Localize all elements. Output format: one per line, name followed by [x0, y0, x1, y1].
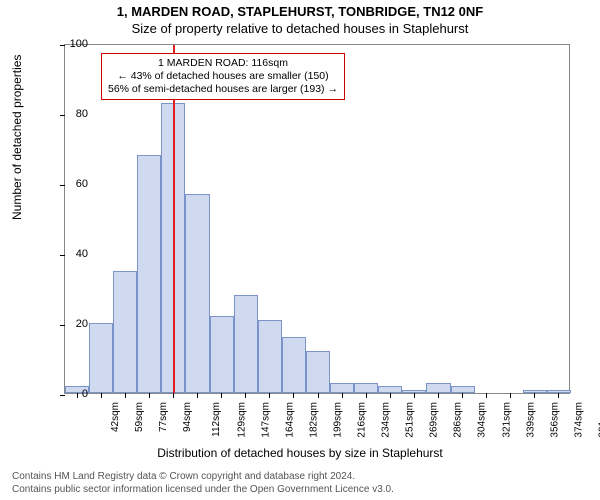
x-tick-mark — [149, 393, 150, 398]
x-tick-label: 42sqm — [110, 402, 121, 432]
x-tick-mark — [414, 393, 415, 398]
x-tick-mark — [342, 393, 343, 398]
x-tick-label: 94sqm — [182, 402, 193, 432]
x-axis-label: Distribution of detached houses by size … — [0, 446, 600, 460]
x-tick-label: 269sqm — [429, 402, 440, 438]
x-tick-mark — [486, 393, 487, 398]
histogram-bar — [451, 386, 475, 393]
x-tick-label: 356sqm — [549, 402, 560, 438]
x-tick-mark — [390, 393, 391, 398]
x-tick-label: 164sqm — [284, 402, 295, 438]
x-tick-mark — [462, 393, 463, 398]
x-tick-label: 321sqm — [501, 402, 512, 438]
x-tick-mark — [510, 393, 511, 398]
plot-wrap: 1 MARDEN ROAD: 116sqm← 43% of detached h… — [64, 44, 570, 394]
histogram-bar — [354, 383, 378, 394]
x-tick-label: 234sqm — [381, 402, 392, 438]
y-tick-label: 80 — [58, 108, 88, 120]
x-tick-label: 59sqm — [134, 402, 145, 432]
histogram-bar — [282, 337, 306, 393]
annotation-line: 1 MARDEN ROAD: 116sqm — [108, 57, 338, 70]
x-tick-mark — [534, 393, 535, 398]
x-tick-mark — [245, 393, 246, 398]
x-tick-label: 374sqm — [573, 402, 584, 438]
x-tick-mark — [438, 393, 439, 398]
x-tick-label: 286sqm — [453, 402, 464, 438]
x-tick-label: 216sqm — [357, 402, 368, 438]
x-tick-mark — [269, 393, 270, 398]
histogram-bar — [137, 155, 161, 393]
title-main: 1, MARDEN ROAD, STAPLEHURST, TONBRIDGE, … — [0, 0, 600, 19]
y-tick-label: 100 — [58, 38, 88, 50]
histogram-bar — [210, 316, 234, 393]
histogram-bar — [113, 271, 137, 394]
x-tick-mark — [197, 393, 198, 398]
x-tick-mark — [221, 393, 222, 398]
chart-container: 1, MARDEN ROAD, STAPLEHURST, TONBRIDGE, … — [0, 0, 600, 500]
x-tick-label: 77sqm — [158, 402, 169, 432]
y-tick-label: 20 — [58, 318, 88, 330]
x-tick-label: 129sqm — [236, 402, 247, 438]
x-tick-label: 304sqm — [477, 402, 488, 438]
x-tick-mark — [558, 393, 559, 398]
x-tick-mark — [125, 393, 126, 398]
x-tick-mark — [293, 393, 294, 398]
x-tick-label: 112sqm — [211, 402, 222, 437]
y-tick-label: 60 — [58, 178, 88, 190]
y-axis-label: Number of detached properties — [10, 55, 24, 220]
title-sub: Size of property relative to detached ho… — [0, 19, 600, 36]
x-tick-label: 199sqm — [332, 402, 343, 438]
annotation-line: 56% of semi-detached houses are larger (… — [108, 83, 338, 96]
footer-line1: Contains HM Land Registry data © Crown c… — [12, 471, 394, 484]
x-tick-label: 182sqm — [308, 402, 319, 438]
histogram-bar — [426, 383, 450, 394]
histogram-bar — [330, 383, 354, 394]
histogram-bar — [234, 295, 258, 393]
annotation-line: ← 43% of detached houses are smaller (15… — [108, 70, 338, 83]
histogram-bar — [378, 386, 402, 393]
x-tick-label: 147sqm — [260, 402, 271, 438]
x-tick-mark — [173, 393, 174, 398]
annotation-box: 1 MARDEN ROAD: 116sqm← 43% of detached h… — [101, 53, 345, 100]
histogram-bar — [306, 351, 330, 393]
x-tick-mark — [101, 393, 102, 398]
x-tick-mark — [366, 393, 367, 398]
footer-line2: Contains public sector information licen… — [12, 484, 394, 497]
y-tick-label: 0 — [58, 388, 88, 400]
x-tick-label: 251sqm — [405, 402, 416, 438]
histogram-bar — [258, 320, 282, 394]
histogram-bar — [185, 194, 209, 394]
plot-area: 1 MARDEN ROAD: 116sqm← 43% of detached h… — [64, 44, 570, 394]
histogram-bar — [89, 323, 113, 393]
y-tick-label: 40 — [58, 248, 88, 260]
x-tick-mark — [318, 393, 319, 398]
footer: Contains HM Land Registry data © Crown c… — [12, 471, 394, 496]
x-tick-label: 339sqm — [525, 402, 536, 438]
